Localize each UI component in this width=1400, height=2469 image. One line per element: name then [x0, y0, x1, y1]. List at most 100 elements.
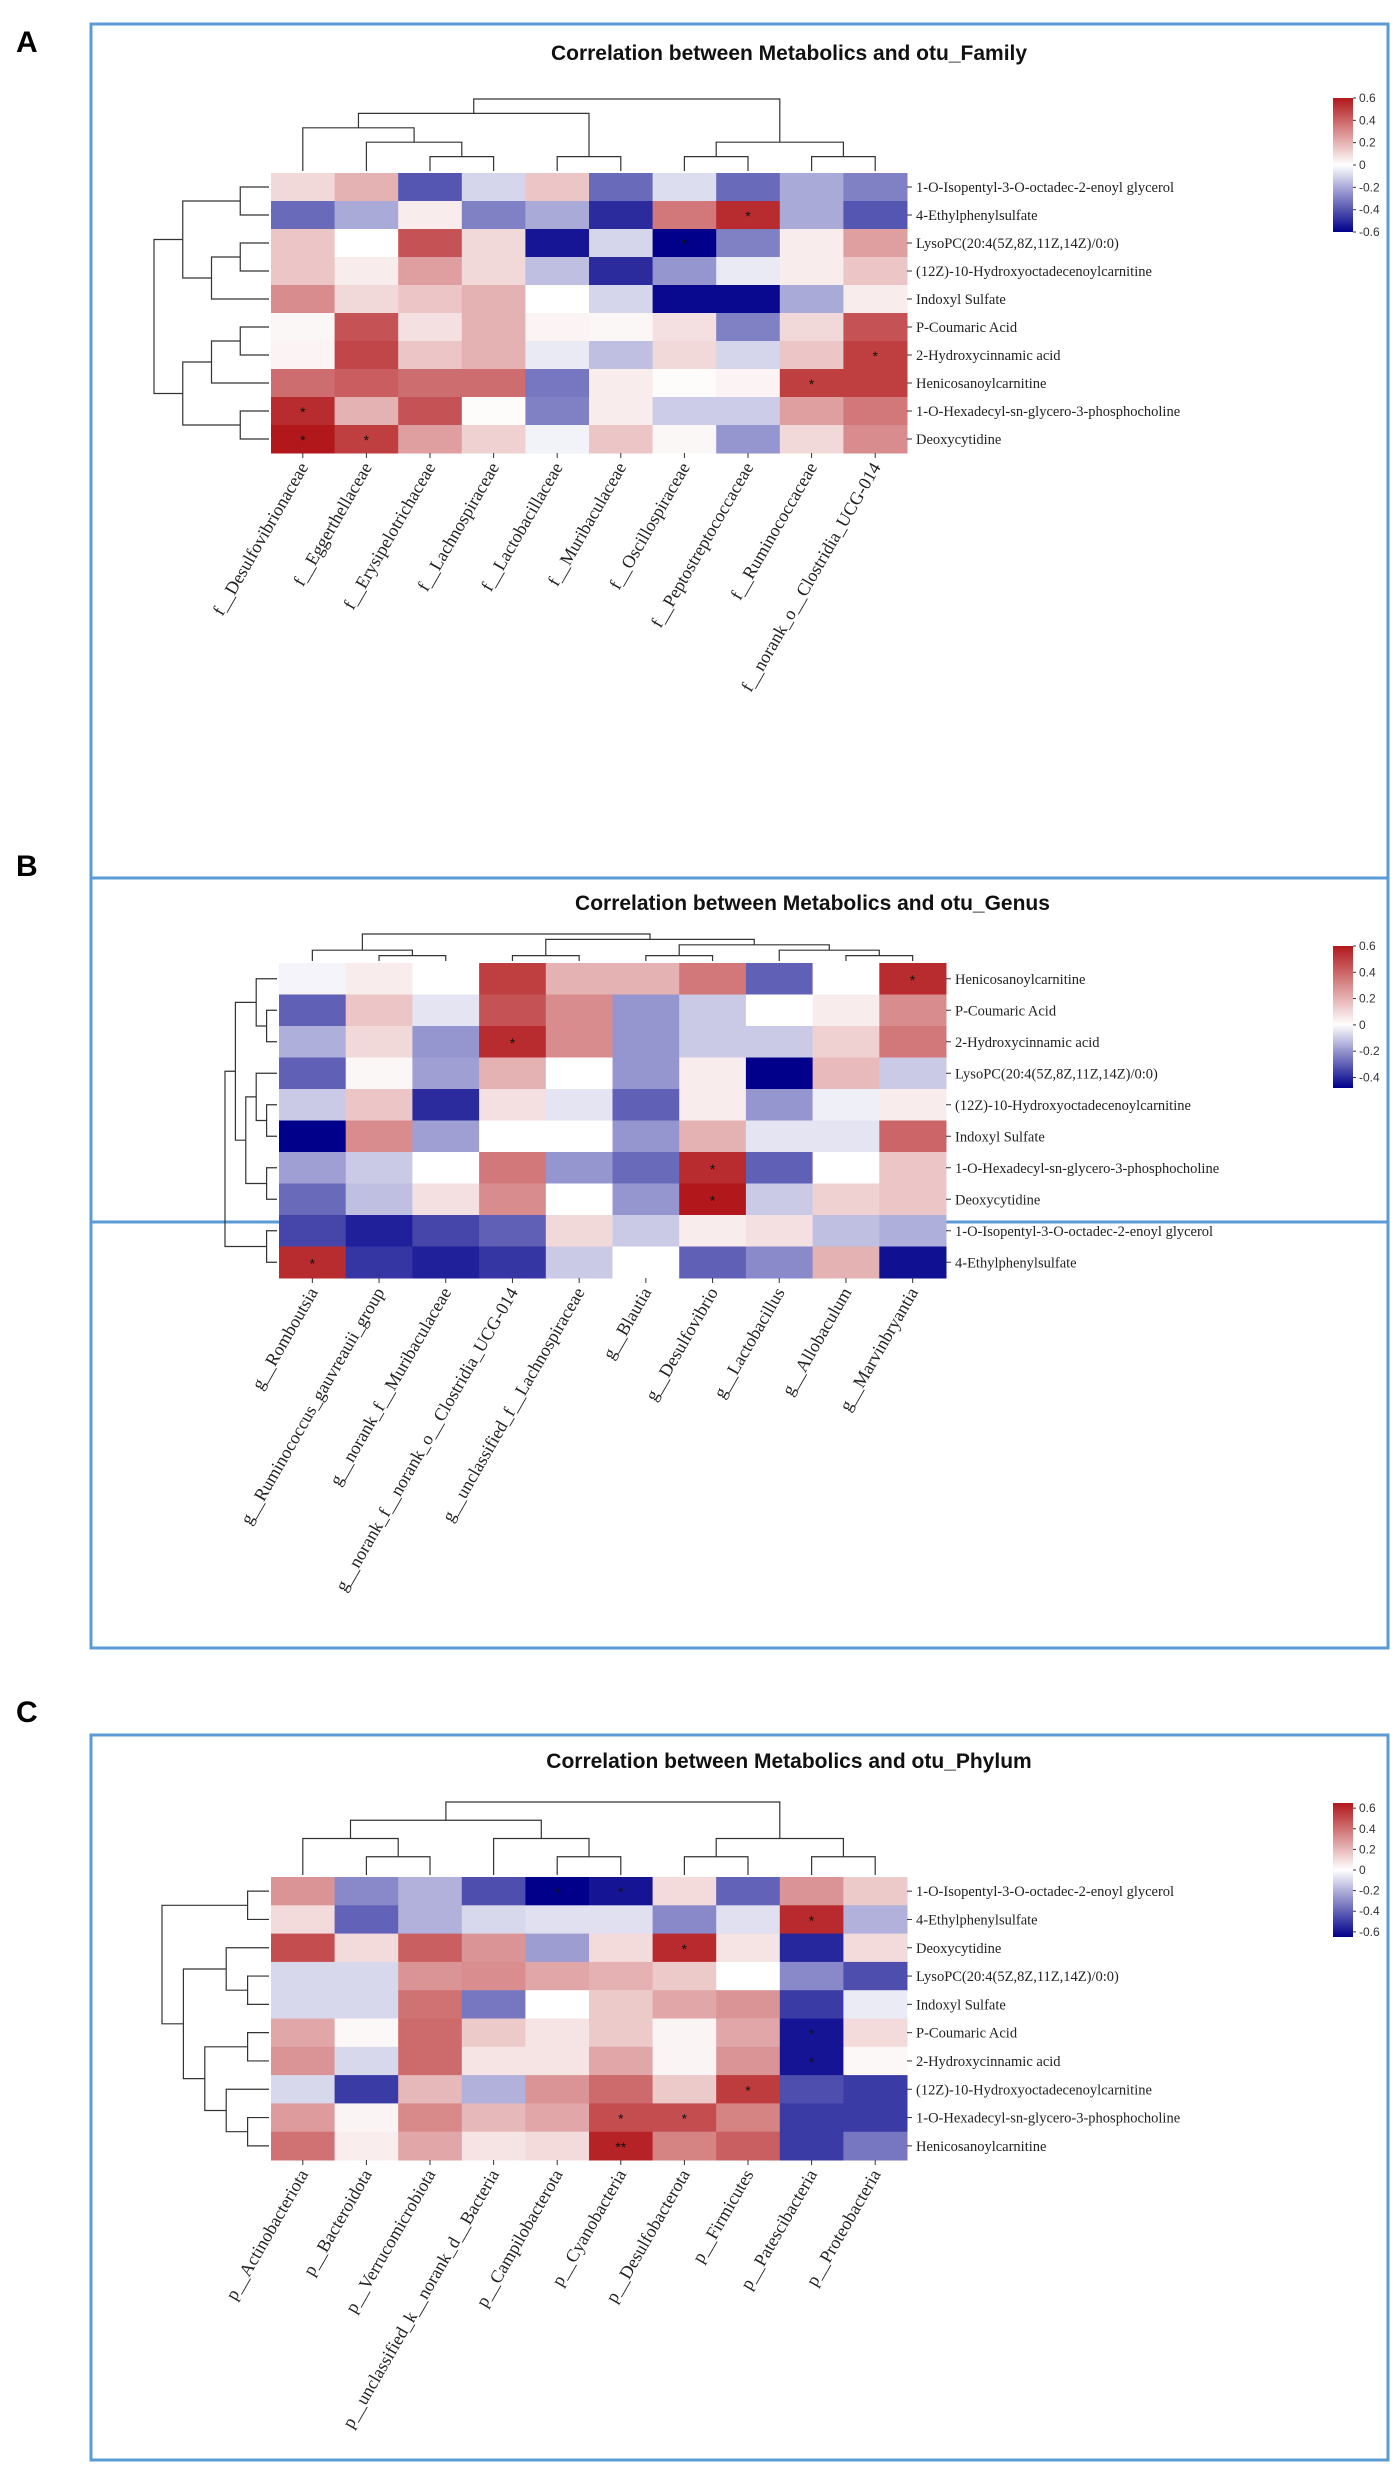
heatmap-cell — [398, 2075, 463, 2104]
heatmap-cell — [779, 2131, 844, 2161]
heatmap-cell — [271, 257, 336, 286]
heatmap-cell — [779, 397, 844, 426]
row-label: 1-O-Isopentyl-3-O-octadec-2-enoyl glycer… — [916, 180, 1174, 196]
heatmap-cell — [345, 1215, 413, 1247]
dendrogram-branch — [645, 955, 714, 961]
heatmap-cell — [398, 313, 463, 342]
heatmap-cell — [843, 341, 908, 370]
heatmap-cell — [843, 2075, 908, 2104]
heatmap-cell — [812, 1089, 880, 1121]
heatmap-cell — [345, 1120, 413, 1153]
heatmap-cell — [843, 1877, 908, 1906]
heatmap-cell — [843, 285, 908, 314]
significance-mark: ** — [615, 2139, 626, 2155]
heatmap-cell — [679, 994, 747, 1027]
heatmap-cell — [589, 2075, 654, 2104]
heatmap-cell — [812, 1215, 880, 1247]
heatmap-cell — [812, 1057, 880, 1090]
row-label: 2-Hydroxycinnamic acid — [916, 2054, 1061, 2070]
dendrogram-branch — [556, 1856, 622, 1875]
heatmap-cell — [525, 2075, 590, 2104]
dendrogram-branch — [811, 156, 876, 171]
column-label: f__norank_o__Clostridia_UCG-014 — [737, 459, 885, 695]
significance-mark: * — [300, 404, 306, 420]
heatmap-cell — [745, 1215, 814, 1247]
heatmap-cell — [779, 1905, 844, 1935]
heatmap — [271, 1877, 908, 2161]
heatmap-cell — [412, 1183, 480, 1216]
color-bar-label: 0.2 — [1359, 992, 1376, 1006]
heatmap-cell — [398, 173, 463, 202]
heatmap-cell — [398, 2046, 463, 2076]
color-bar-label: 0 — [1359, 158, 1366, 172]
dendrogram-branch — [378, 955, 447, 961]
heatmap-cell — [716, 201, 781, 230]
heatmap-cell — [879, 1120, 947, 1153]
heatmap-cell — [812, 963, 880, 995]
heatmap-cell — [779, 1990, 844, 2019]
heatmap-cell — [271, 2075, 336, 2104]
dendrogram-branch — [161, 1904, 248, 2025]
heatmap-cell — [779, 2018, 844, 2048]
heatmap-cell — [612, 1152, 680, 1184]
heatmap-cell — [271, 201, 336, 230]
heatmap-cell — [398, 285, 463, 314]
heatmap-cell — [398, 2131, 463, 2161]
heatmap-cell — [461, 285, 526, 314]
heatmap-cell — [612, 1120, 680, 1153]
heatmap-cell — [525, 1990, 590, 2019]
column-label: g__Ruminococcus_gauvreauii_group — [236, 1284, 388, 1528]
significance-mark: * — [310, 1255, 316, 1271]
heatmap-cell — [716, 2103, 781, 2133]
row-label: 1-O-Isopentyl-3-O-octadec-2-enoyl glycer… — [955, 1224, 1213, 1240]
heatmap-cell — [398, 1877, 463, 1906]
heatmap-cell — [398, 1961, 463, 1991]
heatmap-cell — [525, 341, 590, 370]
significance-mark: * — [809, 2026, 815, 2042]
heatmap-cell — [843, 2103, 908, 2133]
heatmap-cell — [843, 2046, 908, 2076]
heatmap-cell — [612, 994, 680, 1027]
row-label: 2-Hydroxycinnamic acid — [916, 348, 1061, 364]
heatmap-cell — [652, 2046, 717, 2076]
color-bar — [1333, 1803, 1353, 1937]
heatmap-cell — [345, 1183, 413, 1216]
heatmap-cell — [545, 1246, 613, 1279]
heatmap-cell — [271, 2131, 336, 2161]
heatmap-cell — [612, 1057, 680, 1090]
heatmap-cell — [716, 1877, 781, 1906]
heatmap-cell — [479, 994, 547, 1027]
heatmap-cell — [525, 2046, 590, 2076]
heatmap-cell — [525, 1877, 590, 1906]
heatmap-cell — [843, 425, 908, 454]
row-label: 4-Ethylphenylsulfate — [955, 1255, 1077, 1271]
heatmap-cell — [398, 369, 463, 398]
heatmap-cell — [779, 313, 844, 342]
heatmap-cell — [812, 1120, 880, 1153]
heatmap-cell — [334, 2018, 399, 2048]
dendrogram-branch — [247, 1975, 269, 2005]
heatmap-cell — [545, 1183, 613, 1216]
heatmap — [279, 963, 947, 1279]
heatmap-cell — [779, 173, 844, 202]
chart-title: Correlation between Metabolics and otu_P… — [546, 1750, 1031, 1773]
heatmap-cell — [779, 425, 844, 454]
heatmap-cell — [545, 1026, 613, 1058]
heatmap-cell — [652, 1990, 717, 2019]
heatmap-cell — [412, 994, 480, 1027]
heatmap-cell — [589, 341, 654, 370]
heatmap-cell — [271, 425, 336, 454]
heatmap-cell — [461, 397, 526, 426]
heatmap-cell — [334, 397, 399, 426]
heatmap-cell — [716, 397, 781, 426]
heatmap-cell — [334, 2131, 399, 2161]
dendrogram-branch — [361, 933, 651, 951]
heatmap-cell — [271, 1905, 336, 1935]
significance-mark: * — [710, 1161, 716, 1177]
heatmap-cell — [279, 1026, 347, 1058]
heatmap-cell — [745, 1152, 814, 1184]
heatmap-cell — [398, 1905, 463, 1935]
significance-mark: * — [618, 1884, 624, 1900]
heatmap-cell — [398, 257, 463, 286]
dendrogram-branch — [266, 1167, 277, 1200]
